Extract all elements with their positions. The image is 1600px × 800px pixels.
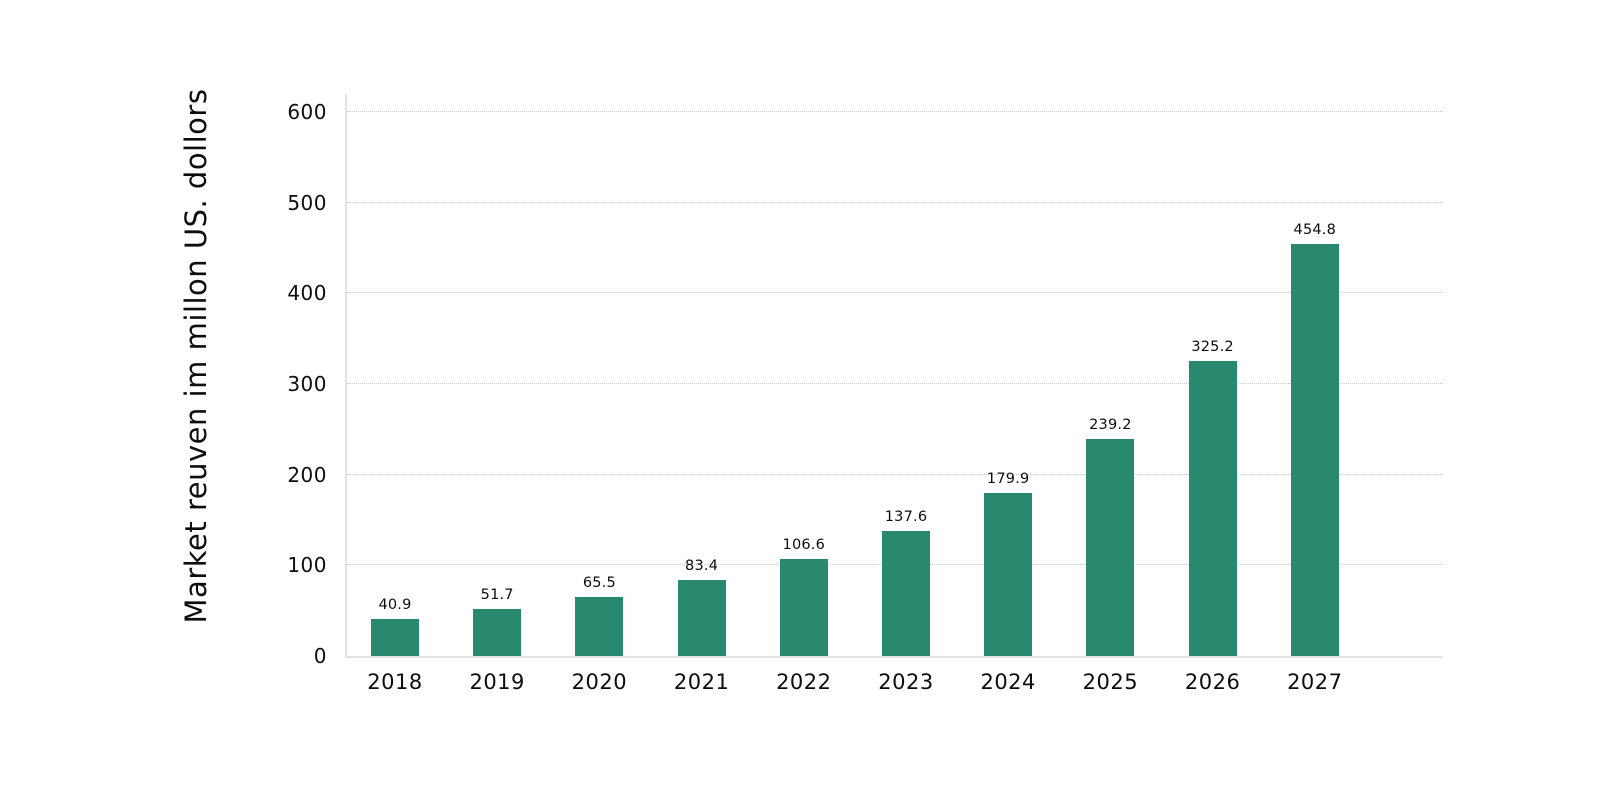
bar-2026 (1188, 361, 1237, 656)
bar-value-label-2018: 40.9 (378, 596, 412, 613)
y-tick-label-400: 400 (287, 281, 327, 306)
x-tick-label-2025: 2025 (1082, 670, 1139, 694)
bar-2020 (575, 596, 624, 656)
y-tick-label-300: 300 (287, 372, 327, 396)
x-tick-label-2024: 2024 (980, 670, 1036, 694)
bar-2019 (473, 609, 522, 656)
bar-2024 (984, 492, 1033, 656)
bar-value-label-2021: 83.4 (685, 558, 719, 575)
bar-2018 (371, 618, 419, 656)
plot-area: 0 100 200 300 400 500 600 40.9 2018 51.7 2019 65.5 2… (287, 94, 1443, 694)
y-tick-label-500: 500 (287, 190, 327, 215)
bar-2022 (779, 559, 828, 656)
gridline-600 (347, 111, 1443, 112)
x-tick-label-2020: 2020 (571, 670, 628, 694)
x-tick-label-2019: 2019 (469, 670, 525, 694)
x-tick-label-2022: 2022 (776, 670, 832, 694)
x-tick-label-2023: 2023 (878, 670, 934, 694)
bar-value-label-2026: 325.2 (1191, 339, 1234, 356)
bar-2025 (1086, 439, 1135, 656)
gridline-200 (347, 473, 1443, 475)
y-tick-label-0: 0 (313, 644, 327, 668)
y-tick-label-200: 200 (287, 462, 327, 487)
x-tick-label-2027: 2027 (1287, 670, 1343, 694)
y-tick-label-100: 100 (287, 553, 327, 578)
bar-value-label-2027: 454.8 (1293, 221, 1337, 238)
bar-value-label-2022: 106.6 (782, 537, 826, 554)
bar-value-label-2025: 239.2 (1089, 417, 1132, 434)
bar-2021 (677, 580, 726, 656)
bar-value-label-2020: 65.5 (582, 574, 616, 591)
gridline-300 (347, 383, 1443, 384)
gridline-500 (347, 201, 1443, 203)
bar-2027 (1290, 243, 1339, 656)
bar-value-label-2019: 51.7 (480, 587, 514, 604)
gridline-400 (347, 292, 1443, 294)
x-tick-label-2026: 2026 (1184, 670, 1241, 694)
y-axis-line (345, 94, 347, 656)
bar-value-label-2023: 137.6 (884, 509, 928, 526)
y-tick-label-600: 600 (287, 100, 327, 124)
bar-2023 (882, 531, 930, 656)
x-tick-label-2021: 2021 (673, 670, 730, 694)
x-tick-label-2018: 2018 (367, 670, 423, 694)
y-axis-title: Market reuven im millon US. dollors (179, 88, 213, 624)
bar-value-label-2024: 179.9 (986, 470, 1030, 487)
